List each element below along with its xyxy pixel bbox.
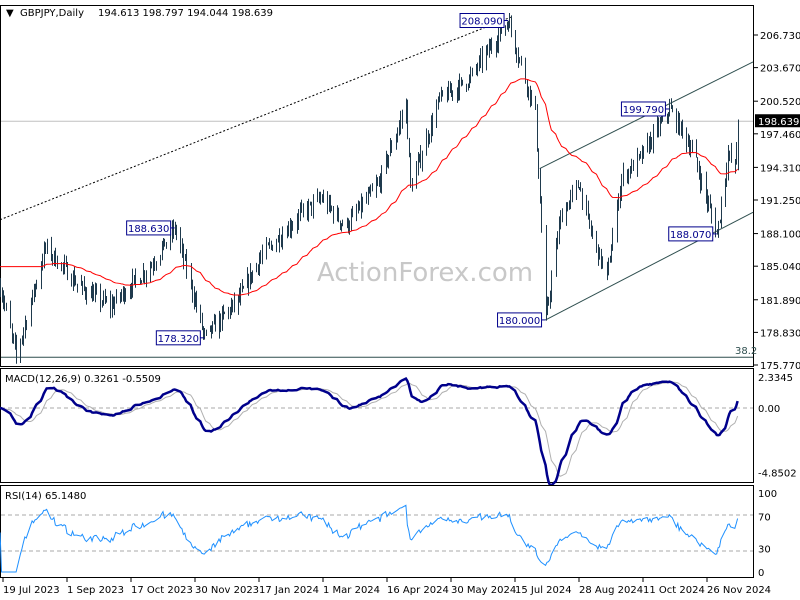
annotation-label: 199.790 <box>623 105 664 116</box>
rsi-tick-label: 100 <box>758 489 777 500</box>
annotation-box <box>620 101 666 117</box>
price-axis[interactable]: 206.730 203.670 200.520 197.460 194.310 191.2… <box>754 31 800 372</box>
rsi-title: RSI(14) 65.1480 <box>5 491 86 502</box>
price-tick-label: 206.730 <box>760 31 800 42</box>
trendline <box>0 16 512 221</box>
date-tick-label: 30 May 2024 <box>451 585 516 596</box>
date-tick-label: 17 Oct 2023 <box>131 585 193 596</box>
rsi-tick-label: 0 <box>758 568 764 579</box>
date-tick-label: 11 Oct 2024 <box>643 585 705 596</box>
rsi-axis: 100 70 30 0 <box>758 489 777 579</box>
price-tick-label: 197.460 <box>760 130 800 141</box>
annotation-box <box>668 226 714 242</box>
collapse-triangle-icon[interactable]: ▼ <box>6 8 14 19</box>
rsi-tick-label: 70 <box>758 513 771 524</box>
price-tick-label: 194.310 <box>760 163 800 174</box>
rsi-panel[interactable]: RSI(14) 65.1480 100 70 30 0 <box>0 485 777 580</box>
watermark: ActionForex.com <box>317 258 533 288</box>
annotation-label: 188.630 <box>128 224 169 235</box>
macd-signal-line <box>0 381 739 477</box>
price-tick-label: 185.040 <box>760 262 800 273</box>
macd-tick-label: 2.3345 <box>758 373 793 384</box>
date-tick-label: 28 Aug 2024 <box>579 585 643 596</box>
moving-average-line <box>0 78 739 296</box>
fib-level-label: 38.2 <box>735 346 757 357</box>
price-panel[interactable]: ActionForex.com 38.2 208.090 188.630 178.32… <box>0 5 800 373</box>
rsi-panel-frame <box>0 485 754 578</box>
date-tick-label: 26 Nov 2024 <box>707 585 771 596</box>
annotation-box <box>497 312 543 328</box>
macd-axis: 2.3345 0.00 -4.8502 <box>758 373 797 479</box>
price-tick-label: 181.890 <box>760 296 800 307</box>
date-tick-label: 15 Jul 2024 <box>515 585 572 596</box>
svg-text:198.639: 198.639 <box>758 117 799 128</box>
date-tick-label: 1 Sep 2023 <box>67 585 124 596</box>
rsi-line <box>0 504 739 573</box>
macd-line <box>0 376 739 487</box>
date-tick-label: 1 Mar 2024 <box>323 585 380 596</box>
symbol-label: GBPJPY,Daily <box>20 8 84 19</box>
date-tick-label: 16 Apr 2024 <box>387 585 449 596</box>
ohlc-readout: 194.613 198.797 194.044 198.639 <box>98 8 273 19</box>
annotation-box <box>126 220 172 236</box>
current-price-tag: 198.639 <box>755 114 800 128</box>
date-axis[interactable]: 19 Jul 2023 1 Sep 2023 17 Oct 2023 30 Nov 2… <box>2 578 771 596</box>
price-tick-label: 191.250 <box>760 196 800 207</box>
annotation-label: 178.320 <box>158 334 199 345</box>
macd-panel[interactable]: MACD(12,26,9) 0.3261 -0.5509 2.3345 0.00 -… <box>0 368 797 487</box>
rsi-tick-label: 30 <box>758 544 771 555</box>
price-tick-label: 200.520 <box>760 97 800 108</box>
date-tick-label: 30 Nov 2023 <box>195 585 259 596</box>
price-tick-label: 188.100 <box>760 230 800 241</box>
annotation-label: 208.090 <box>461 17 502 28</box>
macd-tick-label: 0.00 <box>758 404 780 415</box>
macd-tick-label: -4.8502 <box>758 468 797 479</box>
annotation-box <box>459 13 505 29</box>
date-tick-label: 17 Jan 2024 <box>259 585 319 596</box>
annotation-box <box>155 330 201 346</box>
annotation-label: 180.000 <box>499 316 540 327</box>
macd-title: MACD(12,26,9) 0.3261 -0.5509 <box>5 374 161 385</box>
date-tick-label: 19 Jul 2023 <box>3 585 60 596</box>
price-tick-label: 203.670 <box>760 64 800 75</box>
macd-panel-frame <box>0 368 754 483</box>
annotation-label: 188.070 <box>670 230 711 241</box>
price-tick-label: 175.770 <box>760 361 800 372</box>
price-tick-label: 178.830 <box>760 328 800 339</box>
